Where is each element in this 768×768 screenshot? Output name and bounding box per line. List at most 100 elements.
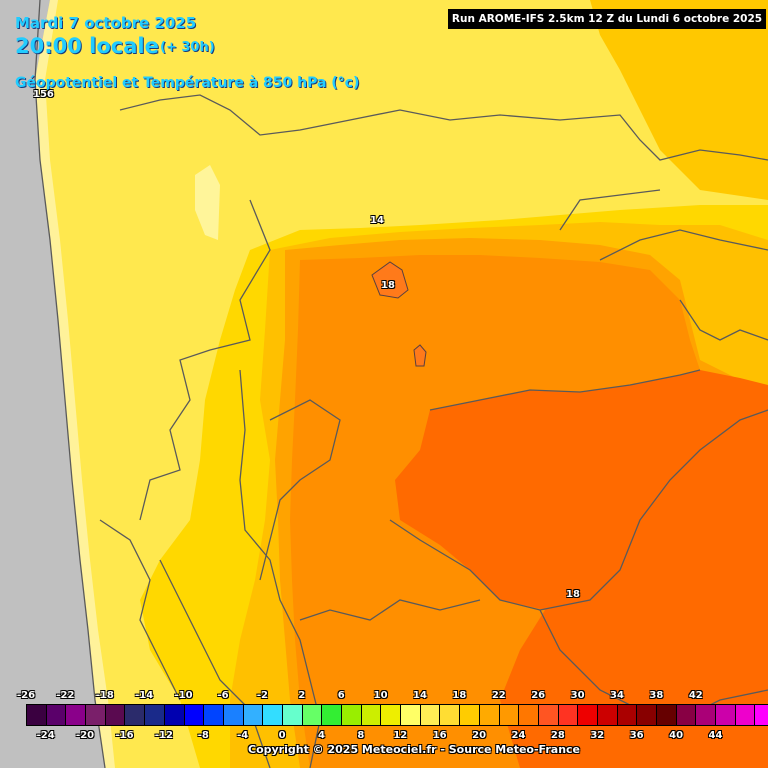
legend-tick-upper: -22 [56,690,75,701]
forecast-time: 20:00 locale [15,34,159,58]
border-line [119,94,768,161]
legend-swatch [322,705,342,725]
legend-tick-lower: 16 [432,730,447,741]
color-legend [26,704,768,726]
legend-swatch [617,705,638,725]
legend-swatch [184,705,205,725]
border-line [139,199,271,521]
legend-swatch [578,705,598,725]
legend-tick-upper: 30 [570,690,585,701]
legend-tick-lower: -16 [115,730,134,741]
parameter-title: Géopotentiel et Température à 850 hPa (°… [15,75,360,91]
legend-swatch [164,705,185,725]
legend-tick-lower: 0 [278,730,286,741]
forecast-date: Mardi 7 octobre 2025 [15,14,197,32]
isotherm-18-label-north: 18 [381,280,395,291]
legend-tick-upper: 38 [649,690,664,701]
legend-tick-upper: 2 [298,690,306,701]
legend-tick-upper: 42 [688,690,703,701]
legend-swatch [105,705,126,725]
legend-tick-upper: -26 [16,690,36,701]
northeast-orange-zone [590,0,768,200]
legend-swatch [223,705,244,725]
legend-swatch [46,705,67,725]
legend-tick-upper: 22 [491,690,506,701]
legend-tick-lower: 12 [393,730,408,741]
border-line [99,519,181,701]
border-line [299,599,481,621]
legend-tick-upper: 6 [337,690,345,701]
legend-tick-lower: -4 [237,730,249,741]
region-borders [34,0,768,768]
legend-tick-lower: 28 [550,730,565,741]
legend-swatch [66,705,87,725]
border-line [389,409,768,611]
legend-swatch [263,705,283,725]
coast-light-strip [35,0,115,768]
legend-swatch [479,705,500,725]
legend-tick-upper: 34 [610,690,624,701]
border-line [34,0,106,768]
legend-tick-lower: -24 [36,730,55,741]
legend-swatch [735,705,756,725]
legend-tick-lower: 8 [357,730,365,741]
legend-swatch [676,705,697,725]
legend-tick-upper: -6 [217,690,229,701]
legend-swatch [145,705,165,725]
warm-core-zone [395,370,768,768]
legend-swatch [204,705,224,725]
legend-swatch [302,705,323,725]
border-line [259,399,341,581]
legend-swatch [499,705,520,725]
copyright-text: Copyright © 2025 Meteociel.fr - Source M… [248,743,581,756]
legend-swatch [282,705,303,725]
legend-swatch [460,705,480,725]
legend-swatch [519,705,539,725]
legend-swatch [401,705,421,725]
legend-tick-lower: 4 [318,730,325,741]
run-info-banner: Run AROME-IFS 2.5km 12 Z du Lundi 6 octo… [448,9,766,29]
legend-swatch [597,705,618,725]
legend-swatch [27,705,47,725]
legend-tick-lower: 32 [590,730,605,741]
border-line [429,369,701,411]
geopotential-label: 156 [33,89,54,100]
warm-blob-north [371,261,409,299]
legend-swatch [86,705,106,725]
border-line [559,189,661,231]
legend-swatch [381,705,402,725]
legend-swatch [716,705,736,725]
warm-blob-small [413,344,427,367]
legend-swatch [755,705,768,725]
legend-swatch [420,705,441,725]
legend-swatch [361,705,382,725]
isotherm-14-label: 14 [370,215,384,226]
legend-tick-upper: -14 [135,690,154,701]
legend-tick-lower: 40 [669,730,684,741]
legend-swatch [440,705,461,725]
legend-swatch [538,705,559,725]
isotherm-18-label-south: 18 [566,589,580,600]
border-line [599,229,768,261]
legend-tick-lower: 20 [472,730,487,741]
legend-tick-lower: -8 [197,730,209,741]
legend-tick-upper: 10 [373,690,388,701]
border-line [239,369,321,768]
pale-zone [195,165,220,240]
legend-tick-upper: 18 [452,690,467,701]
legend-swatch [657,705,677,725]
legend-tick-lower: 24 [511,730,526,741]
legend-swatch [243,705,264,725]
legend-tick-lower: -20 [76,730,95,741]
legend-swatch [342,705,362,725]
legend-tick-lower: -12 [154,730,173,741]
legend-swatch [125,705,146,725]
legend-swatch [696,705,717,725]
legend-swatch [637,705,657,725]
legend-tick-lower: 36 [629,730,644,741]
border-line [679,299,768,341]
legend-tick-upper: 26 [531,690,546,701]
forecast-offset: (+ 30h) [160,40,215,55]
